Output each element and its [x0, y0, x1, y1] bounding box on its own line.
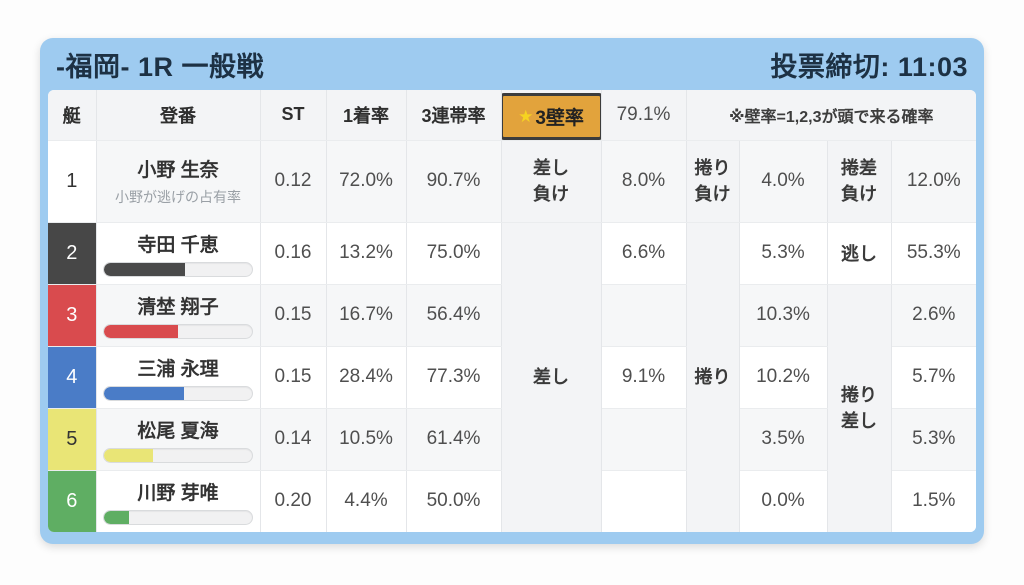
third-value: 12.0%: [891, 140, 976, 223]
stats-table-container: 艇 登番 ST 1着率 3連帯率 ★ 3壁率 79.1% ※壁率=1,2,3が頭…: [48, 90, 976, 532]
share-bar: [103, 447, 253, 463]
share-bar: [103, 261, 253, 277]
table-row: 4 三浦 永理 0.15 28.4% 77.3% 9.1% 10.2% 5.7%: [48, 346, 976, 409]
racer-cell: 松尾 夏海: [96, 408, 261, 471]
col-header-racer: 登番: [96, 90, 261, 141]
scenario-label-makurizashi-lose: 捲差 負け: [827, 140, 892, 223]
third-value: 55.3%: [891, 222, 976, 285]
makuri-value: 10.2%: [739, 346, 828, 409]
table-row: 3 清埜 翔子 0.15 16.7% 56.4% 10.3% 捲り 差し 2.6…: [48, 284, 976, 532]
scenario-label-sashi: 差し: [501, 222, 602, 532]
share-bar: [103, 323, 253, 339]
share-bar-fill: [104, 324, 178, 338]
top3-rate-value: 75.0%: [406, 222, 502, 285]
boat-number: 6: [48, 470, 97, 532]
win-rate-value: 28.4%: [326, 346, 407, 409]
table-row: 6 川野 芽唯 0.20 4.4% 50.0% 0.0% 1.5%: [48, 470, 976, 532]
sashi-value: 9.1%: [601, 346, 687, 409]
race-card: -福岡- 1R 一般戦 投票締切: 11:03 艇 登番 ST 1着率 3連帯率…: [40, 38, 984, 544]
table-row: 5 松尾 夏海 0.14 10.5% 61.4% 3.5% 5.3%: [48, 408, 976, 471]
win-rate-value: 72.0%: [326, 140, 407, 223]
st-value: 0.15: [260, 284, 327, 347]
race-title: -福岡- 1R 一般戦: [56, 51, 264, 82]
racer-name: 川野 芽唯: [137, 482, 219, 504]
makuri-value: 10.3%: [739, 284, 828, 347]
share-bar-fill: [104, 448, 153, 462]
third-value: 2.6%: [891, 284, 976, 347]
top3-rate-value: 77.3%: [406, 346, 502, 409]
star-icon: ★: [518, 106, 534, 126]
race-card-header: -福岡- 1R 一般戦 投票締切: 11:03: [48, 38, 976, 90]
table-row: 2 寺田 千恵 0.16 13.2% 75.0% 差し 6.6% 捲り 5.3%…: [48, 222, 976, 532]
makuri-value: 3.5%: [739, 408, 828, 471]
top3-rate-value: 90.7%: [406, 140, 502, 223]
wall-rate-badge[interactable]: ★ 3壁率: [501, 93, 600, 139]
boat-number: 5: [48, 408, 97, 471]
st-value: 0.16: [260, 222, 327, 285]
share-bar-fill: [104, 386, 184, 400]
vote-deadline: 投票締切: 11:03: [770, 51, 968, 82]
col-header-top3-rate: 3連帯率: [406, 90, 502, 141]
racer-name: 清埜 翔子: [137, 296, 219, 318]
racer-name: 三浦 永理: [137, 358, 219, 380]
racer-name: 寺田 千恵: [137, 234, 219, 256]
racer-cell: 清埜 翔子: [96, 284, 261, 347]
share-bar-fill: [104, 262, 186, 276]
sashi-value: [601, 408, 687, 471]
racer-name: 小野 生奈: [137, 160, 219, 181]
scenario-label-nogashi: 逃し: [827, 222, 892, 285]
wall-rate-label: 3壁率: [535, 108, 584, 130]
share-bar-fill: [104, 510, 130, 524]
win-rate-value: 10.5%: [326, 408, 407, 471]
sashi-value: 6.6%: [601, 222, 687, 285]
wall-rate-note: ※壁率=1,2,3が頭で来る確率: [686, 90, 976, 141]
racer-cell: 小野 生奈 小野が逃げの占有率: [96, 140, 261, 223]
racer-cell: 川野 芽唯: [96, 470, 261, 532]
col-header-boat: 艇: [48, 90, 97, 141]
sashi-value: 8.0%: [601, 140, 687, 223]
sashi-value: [601, 284, 687, 347]
wall-rate-value: 79.1%: [601, 90, 687, 141]
st-value: 0.20: [260, 470, 327, 532]
st-value: 0.12: [260, 140, 327, 223]
table-header-row: 艇 登番 ST 1着率 3連帯率 ★ 3壁率 79.1% ※壁率=1,2,3が頭…: [48, 90, 976, 141]
share-bar: [103, 385, 253, 401]
win-rate-value: 16.7%: [326, 284, 407, 347]
scenario-label-makuri: 捲り: [686, 222, 740, 532]
st-value: 0.15: [260, 346, 327, 409]
col-header-wall-rate: ★ 3壁率: [501, 90, 602, 141]
third-value: 1.5%: [891, 470, 976, 532]
scenario-label-sashi-lose: 差し 負け: [501, 140, 602, 223]
share-bar: [103, 509, 253, 525]
scenario-label-makurizashi: 捲り 差し: [827, 284, 892, 532]
racer-subtext: 小野が逃げの占有率: [115, 189, 241, 205]
win-rate-value: 4.4%: [326, 470, 407, 532]
racer-cell: 寺田 千恵: [96, 222, 261, 285]
makuri-value: 4.0%: [739, 140, 828, 223]
col-header-st: ST: [260, 90, 327, 141]
st-value: 0.14: [260, 408, 327, 471]
makuri-value: 5.3%: [739, 222, 828, 285]
win-rate-value: 13.2%: [326, 222, 407, 285]
racer-cell: 三浦 永理: [96, 346, 261, 409]
boat-number: 4: [48, 346, 97, 409]
top3-rate-value: 56.4%: [406, 284, 502, 347]
boat-number: 1: [48, 140, 97, 223]
third-value: 5.7%: [891, 346, 976, 409]
makuri-value: 0.0%: [739, 470, 828, 532]
scenario-label-makuri-lose: 捲り 負け: [686, 140, 740, 223]
table-row: 1 小野 生奈 小野が逃げの占有率 0.12 72.0% 90.7% 差し 負け…: [48, 140, 976, 223]
boat-number: 3: [48, 284, 97, 347]
top3-rate-value: 50.0%: [406, 470, 502, 532]
col-header-win-rate: 1着率: [326, 90, 407, 141]
stats-table: 艇 登番 ST 1着率 3連帯率 ★ 3壁率 79.1% ※壁率=1,2,3が頭…: [48, 90, 976, 532]
boat-number: 2: [48, 222, 97, 285]
racer-name: 松尾 夏海: [137, 420, 219, 442]
sashi-value: [601, 470, 687, 532]
top3-rate-value: 61.4%: [406, 408, 502, 471]
third-value: 5.3%: [891, 408, 976, 471]
